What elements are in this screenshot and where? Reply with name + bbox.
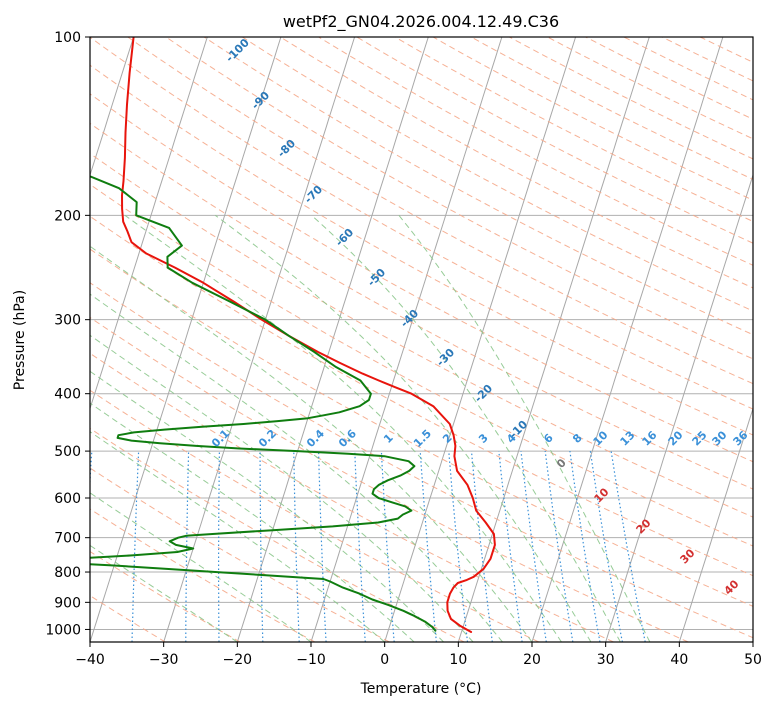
dry-adiabat-line [90,427,465,642]
moist-adiabat-line [90,492,312,642]
axes: −40 −30 −20 −10 0 10 20 30 40 50 100 200 300 400 500 60… [45,30,762,668]
x-tick-label: 50 [744,652,762,668]
isotherm-line [605,173,753,642]
y-tick-label: 800 [54,565,81,581]
mixing-ratio-line [589,451,623,642]
x-tick-label: 10 [449,652,467,668]
isotherm-line [310,37,503,642]
x-tick-label: −30 [149,652,179,668]
dry-adiabat-line [90,64,753,436]
dry-adiabat-line [90,93,753,463]
moist-adiabat-line [90,431,386,642]
moist-adiabat-line [90,402,415,642]
dry-adiabat-line [90,508,315,642]
dry-adiabat-line [547,37,753,140]
y-tick-label: 700 [54,531,81,547]
dry-adiabat-line [90,316,689,642]
dry-adiabat-line [470,37,753,180]
dewpoint-profile-line [90,175,437,632]
dry-adiabat-line [242,37,753,312]
profile-lines [90,37,496,633]
x-tick-label: 20 [523,652,541,668]
isotherm-line [236,37,429,642]
isotherm-line [90,37,282,642]
moist-adiabat-line [311,214,621,642]
moist-adiabat-line [398,214,651,642]
x-tick-label: 30 [597,652,615,668]
dry-adiabat-line [318,37,753,266]
isotherm-line [678,406,753,642]
temperature-profile-line [121,37,496,633]
isotherm-line [90,37,208,411]
background-lines [90,37,753,642]
dry-adiabat-line [90,248,753,607]
dry-adiabat-line [203,37,753,336]
y-tick-label: 1000 [45,622,81,638]
x-tick-label: −20 [223,652,253,668]
dry-adiabat-line [90,183,753,547]
y-tick-label: 400 [54,387,81,403]
moist-adiabat-line [90,334,474,642]
moist-adiabat-line [90,370,444,642]
mixing-ratio-line [448,451,469,642]
moist-adiabat-line [214,214,592,642]
y-tick-label: 100 [54,30,81,46]
moist-adiabat-line [124,214,562,642]
isotherm-line [163,37,356,642]
plot-frame [89,36,754,643]
dry-adiabat-line [165,37,753,360]
mixing-ratio-line [569,451,601,642]
y-axis-title: Pressure (hPa) [12,290,28,390]
x-axis-title: Temperature (°C) [360,681,482,697]
mixing-ratio-line [520,451,547,642]
dry-adiabat-line [280,37,753,289]
isotherm-line [90,37,135,177]
x-tick-label: −10 [296,652,326,668]
isotherm-line [384,37,577,642]
x-tick-label: 0 [380,652,389,668]
dry-adiabat-line [90,37,753,410]
x-tick-label: 40 [670,652,688,668]
dry-adiabat-line [509,37,753,160]
dry-adiabat-line [90,282,753,639]
y-tick-label: 900 [54,595,81,611]
moist-adiabat-line [90,293,503,642]
y-tick-label: 200 [54,208,81,224]
mixing-ratio-line [544,451,574,642]
y-tick-label: 500 [54,444,81,460]
moist-adiabat-line [90,245,533,642]
mixing-ratio-line [610,451,646,642]
mixing-ratio-line [470,451,493,642]
y-tick-label: 300 [54,313,81,329]
chart-title: wetPf2_GN04.2026.004.12.49.C36 [283,12,559,32]
dry-adiabat-line [90,389,540,642]
x-tick-label: −40 [75,652,105,668]
y-tick-label: 600 [54,491,81,507]
dry-adiabat-line [127,37,753,385]
mixing-ratio-line [498,451,523,642]
